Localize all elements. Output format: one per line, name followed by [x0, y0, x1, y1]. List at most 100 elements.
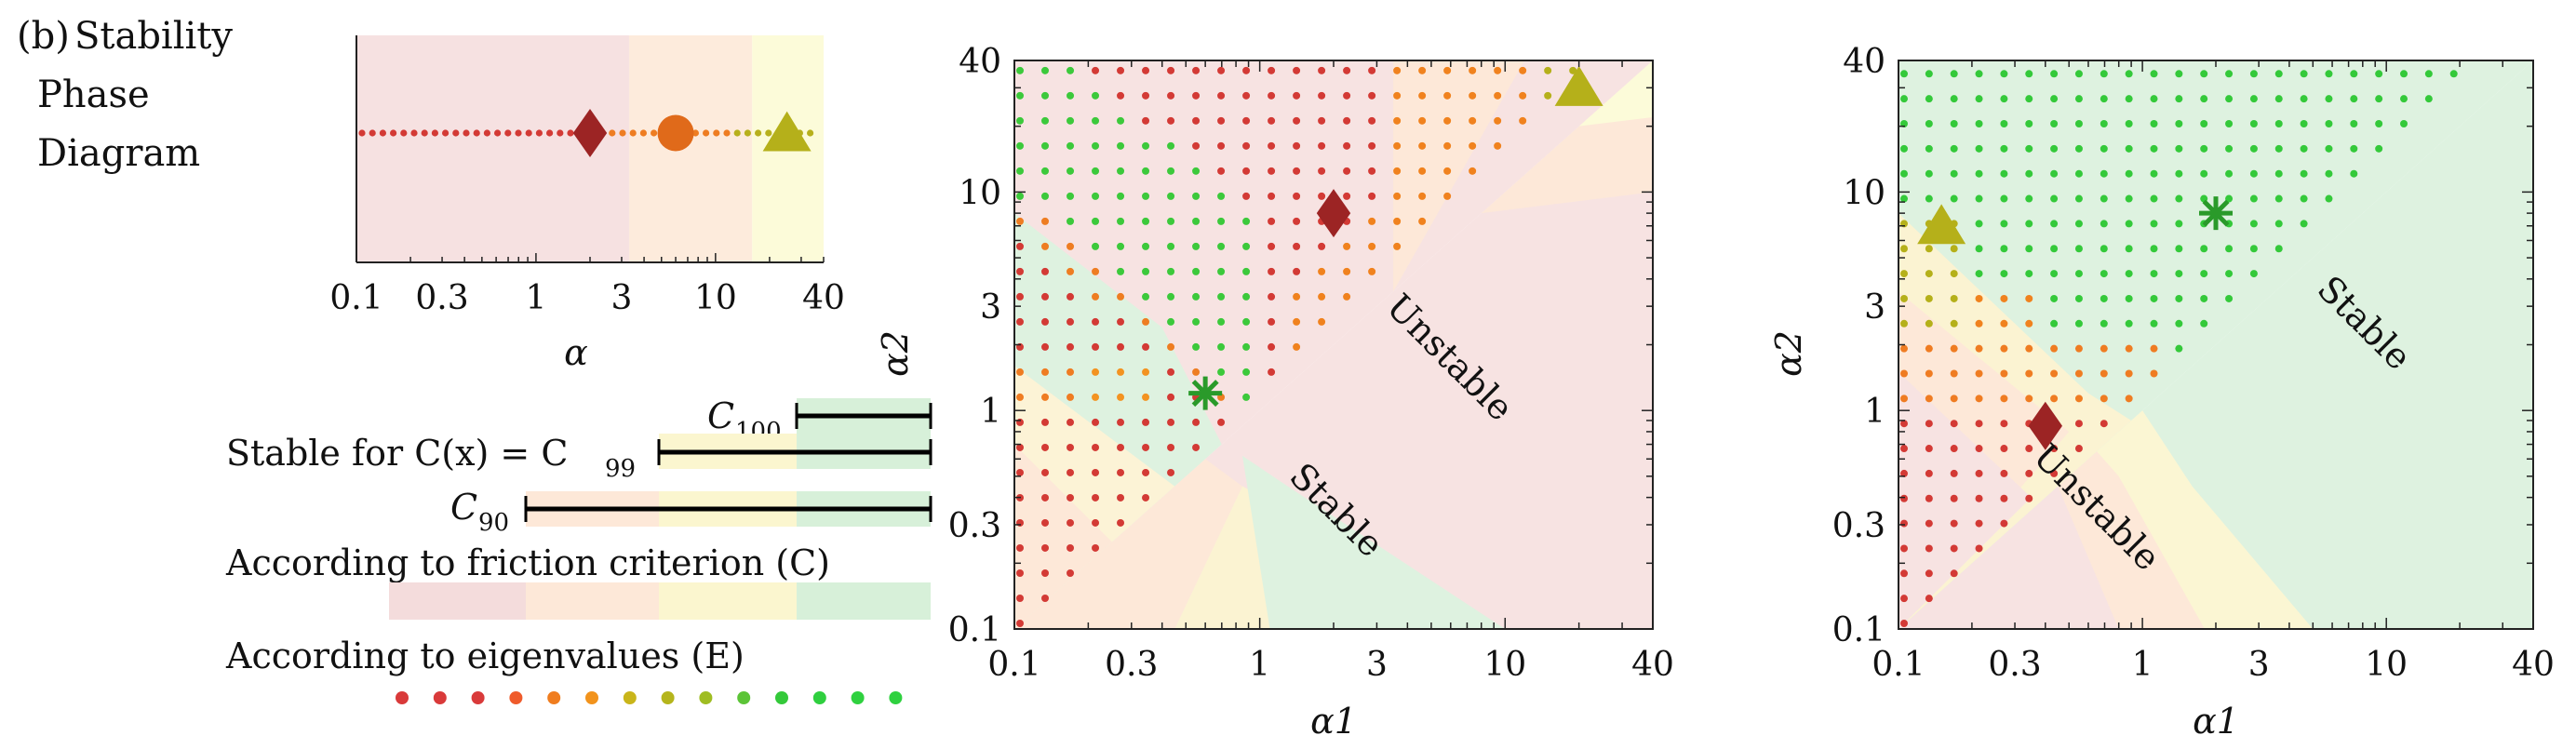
eigenvalue-dot	[1041, 518, 1050, 527]
eigenvalue-dot	[2000, 445, 2008, 453]
eigenvalue-dot	[2074, 194, 2083, 203]
eigenvalue-dot	[2050, 70, 2059, 78]
eigenvalue-dot	[2249, 194, 2258, 203]
eigenvalue-dot	[1900, 395, 1908, 403]
eigenvalue-dot	[2125, 220, 2133, 228]
eigenvalue-dot	[1016, 141, 1024, 150]
eigenvalue-dot	[1067, 543, 1075, 552]
eigenvalue-dot	[1318, 167, 1326, 175]
eigenvalue-dot	[1041, 217, 1050, 225]
eigenvalue-dot	[1950, 319, 1958, 328]
eigenvalue-dot	[1975, 519, 1983, 528]
eigenvalue-dot	[2400, 119, 2408, 127]
eigenvalue-dot	[1443, 91, 1452, 100]
eigenvalue-dot	[1016, 292, 1024, 301]
eigenvalue-dot	[1092, 267, 1100, 275]
eigenvalue-dot	[2025, 70, 2033, 78]
eigenvalue-dot	[2000, 194, 2008, 203]
eigenvalue-dot	[2400, 95, 2408, 103]
eigenvalue-dot	[2150, 245, 2158, 253]
eigenvalue-dot	[1393, 192, 1402, 200]
eigenvalue-dot	[1975, 469, 1983, 477]
eigenvalue-dot	[1950, 119, 1958, 127]
eigenvalue-dot	[1067, 192, 1075, 200]
eigenvalue-dot	[2175, 319, 2183, 328]
eigenvalue-dot	[2050, 144, 2059, 153]
eigenvalue-dot	[2025, 494, 2033, 502]
eigenvalue-dot	[1950, 245, 1958, 253]
eigenvalue-dot	[2200, 95, 2208, 103]
eigenvalue-dot	[1393, 66, 1402, 74]
eigenvalue-dot	[1368, 217, 1376, 225]
eigenvalue-dot	[2025, 144, 2033, 153]
eigenvalue-dot	[2200, 270, 2208, 278]
eigenvalue-dot	[2150, 144, 2158, 153]
strip-point	[629, 129, 637, 137]
eigenvalue-dot	[1393, 91, 1402, 100]
eigenvalue-dot	[2100, 245, 2108, 253]
eigenvalue-dot	[2225, 119, 2234, 127]
x-tick-label: 0.1	[987, 646, 1040, 684]
eigenvalue-dot	[1293, 167, 1301, 175]
eigenvalue-dot	[2249, 245, 2258, 253]
strip-point	[515, 129, 522, 137]
eigenvalue-dot	[1067, 368, 1075, 376]
strip-point	[431, 129, 438, 137]
eigenvalue-dot	[1217, 292, 1226, 301]
eigenvalue-dot	[1925, 420, 1933, 428]
strip-point	[358, 129, 366, 137]
eigenvalue-dot	[1393, 167, 1402, 175]
eigenvalue-dot	[1016, 594, 1024, 602]
eigenvalue-dot	[1975, 420, 1983, 428]
eigenvalue-dot	[2300, 194, 2308, 203]
eigenvalue-dot	[1067, 217, 1075, 225]
eigenvalue-dot	[1975, 494, 1983, 502]
eigenvalue-dot	[1343, 116, 1351, 125]
eigenvalue-dot	[1975, 119, 1983, 127]
eigenvalue-dot	[1067, 493, 1075, 502]
eigenvalue-swatch-4	[547, 691, 561, 704]
eigenvalue-dot	[1167, 317, 1175, 326]
eigenvalue-dot	[2100, 294, 2108, 302]
eigenvalue-dot	[2050, 220, 2059, 228]
eigenvalue-dot	[2025, 194, 2033, 203]
eigenvalue-dot	[1443, 167, 1452, 175]
eigenvalue-dot	[1067, 443, 1075, 451]
eigenvalue-dot	[2074, 169, 2083, 178]
eigenvalue-dot	[2074, 144, 2083, 153]
eigenvalue-dot	[1418, 167, 1427, 175]
triangle-marker	[1554, 65, 1603, 106]
eigenvalue-dot	[1016, 242, 1024, 250]
eigenvalue-dot	[1343, 66, 1351, 74]
eigenvalue-dot	[1192, 66, 1201, 74]
eigenvalue-dot	[1092, 518, 1100, 527]
eigenvalue-dot	[2249, 95, 2258, 103]
eigenvalue-dot	[2000, 395, 2008, 403]
eigenvalue-dot	[1217, 317, 1226, 326]
eigenvalue-dot	[1041, 393, 1050, 401]
eigenvalue-dot	[2000, 369, 2008, 378]
eigenvalue-dot	[1092, 543, 1100, 552]
eigenvalue-dot	[2125, 270, 2133, 278]
eigenvalue-dot	[1900, 270, 1908, 278]
eigenvalue-dot	[1950, 369, 1958, 378]
eigenvalue-dot	[1418, 66, 1427, 74]
eigenvalue-dot	[1117, 192, 1125, 200]
eigenvalue-dot	[1041, 493, 1050, 502]
eigenvalue-dot	[2225, 95, 2234, 103]
star-stroke	[2202, 199, 2230, 227]
eigenvalue-dot	[1192, 418, 1201, 426]
eigenvalue-dot	[2050, 169, 2059, 178]
eigenvalue-dot	[1092, 116, 1100, 125]
x-tick-label: 1	[2132, 646, 2153, 684]
eigenvalue-dot	[2300, 70, 2308, 78]
eigenvalue-dot	[1242, 393, 1251, 401]
eigenvalue-dot	[1142, 493, 1150, 502]
eigenvalue-dot	[1925, 344, 1933, 353]
eigenvalue-dot	[1016, 368, 1024, 376]
strip-point	[651, 129, 658, 137]
eigenvalue-dot	[1167, 368, 1175, 376]
eigenvalue-dot	[2025, 220, 2033, 228]
eigenvalue-dot	[1975, 344, 1983, 353]
eigenvalue-dot	[1975, 294, 1983, 302]
